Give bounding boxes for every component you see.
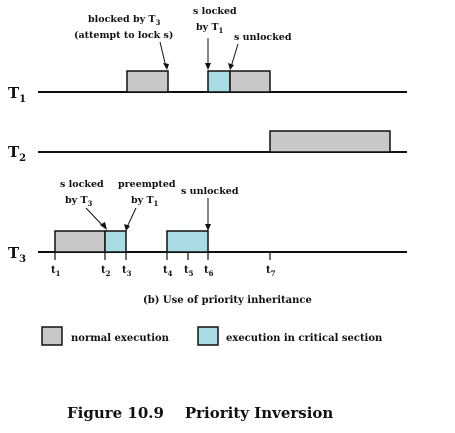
tick-label-t2: t2	[101, 265, 111, 278]
t1-blocked-execution	[126, 70, 169, 93]
arrow-s-locked-t3	[85, 207, 105, 228]
arrow-blocked	[159, 41, 167, 68]
t3-normal-execution	[54, 230, 106, 253]
tick-label-t3: t3	[122, 265, 132, 278]
annotation-s-unlocked-t3: s unlocked	[181, 186, 239, 197]
row-label-t3: T3	[8, 244, 26, 265]
annotation-preempted: preempted	[118, 179, 176, 190]
annotation-s-locked-t1: s locked	[193, 6, 237, 17]
legend-critical-label: execution in critical section	[226, 333, 383, 344]
tick-label-t7: t7	[266, 265, 276, 278]
arrowhead-s-locked-t3	[100, 222, 107, 230]
tick-label-t4: t4	[163, 265, 173, 278]
t1-normal-execution	[229, 70, 271, 93]
t2-normal-execution	[269, 130, 391, 153]
annotation-preempted-by-t1: by T1	[131, 195, 159, 208]
tick-label-t1: t1	[51, 265, 61, 278]
annotation-attempt-to-lock-s: (attempt to lock s)	[74, 30, 173, 41]
arrowhead-s-unlocked-t1	[228, 63, 234, 70]
arrowhead-s-locked-t1	[205, 63, 211, 70]
tick-label-t6: t6	[204, 265, 214, 278]
arrowhead-preempted	[124, 224, 130, 231]
legend-normal-label: normal execution	[71, 333, 170, 344]
arrowhead-blocked	[163, 63, 169, 70]
t3-critical-section-1	[104, 230, 127, 253]
arrow-s-unlocked-t1	[230, 43, 239, 68]
t3-critical-section-2	[166, 230, 209, 253]
annotation-s-locked-t3: s locked	[60, 179, 104, 190]
row-label-t1: T1	[8, 84, 26, 105]
annotation-blocked-by-t3: blocked by T3	[88, 14, 161, 27]
t1-critical-section	[207, 70, 231, 93]
arrowhead-s-unlocked-t3	[205, 224, 211, 231]
diagram-caption: (b) Use of priority inheritance	[143, 295, 312, 306]
annotation-by-t1: by T1	[196, 22, 224, 35]
annotation-s-unlocked-t1: s unlocked	[234, 32, 292, 43]
legend-critical-swatch	[197, 326, 219, 346]
legend-normal-swatch	[41, 326, 63, 346]
annotation-by-t3: by T3	[65, 195, 93, 208]
figure-title: Figure 10.9 Priority Inversion	[67, 404, 333, 422]
tick-label-t5: t5	[184, 265, 194, 278]
arrow-preempted	[126, 207, 137, 228]
row-label-t2: T2	[8, 143, 26, 164]
